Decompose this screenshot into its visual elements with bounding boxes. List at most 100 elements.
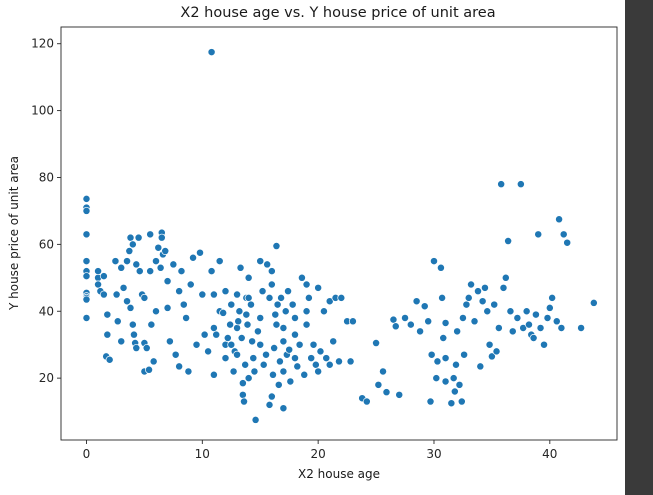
data-point-217 (476, 362, 485, 371)
y-tick-label: 20 (39, 371, 54, 385)
data-point-21 (105, 355, 114, 364)
data-point-62 (169, 260, 178, 269)
data-point-225 (494, 324, 503, 332)
data-point-136 (274, 380, 283, 389)
data-point-58 (161, 247, 170, 256)
data-point-173 (337, 293, 346, 302)
data-point-155 (300, 370, 309, 379)
data-point-119 (256, 340, 265, 349)
data-point-158 (302, 307, 311, 316)
data-point-140 (279, 404, 288, 413)
data-point-200 (441, 377, 450, 386)
data-point-23 (112, 290, 121, 299)
data-point-175 (346, 357, 355, 366)
data-point-244 (545, 303, 554, 312)
data-point-221 (485, 340, 494, 349)
data-point-4 (82, 257, 91, 266)
data-point-232 (513, 313, 522, 322)
data-point-73 (196, 248, 204, 257)
data-point-79 (209, 290, 218, 299)
data-point-75 (200, 330, 209, 339)
data-point-61 (165, 337, 174, 346)
data-point-205 (450, 387, 459, 396)
data-point-30 (125, 247, 134, 256)
data-point-6 (82, 272, 91, 281)
data-point-172 (335, 357, 343, 366)
data-point-114 (249, 354, 258, 363)
data-point-18 (103, 310, 112, 319)
data-point-197 (436, 263, 445, 272)
data-point-63 (171, 350, 180, 359)
data-point-209 (457, 397, 466, 406)
data-point-70 (186, 280, 195, 289)
data-point-28 (123, 257, 131, 266)
data-point-166 (319, 307, 328, 316)
data-point-49 (147, 320, 156, 329)
data-point-139 (279, 337, 288, 346)
y-tick-label: 120 (31, 37, 54, 51)
data-point-142 (279, 324, 288, 332)
data-point-106 (242, 310, 251, 319)
data-point-13 (94, 267, 103, 276)
data-point-201 (441, 354, 450, 363)
data-point-45 (142, 344, 151, 352)
data-point-59 (163, 277, 172, 286)
data-point-162 (311, 360, 320, 369)
data-point-218 (478, 297, 487, 306)
data-point-39 (134, 233, 143, 242)
data-point-150 (291, 354, 299, 363)
data-point-50 (149, 357, 158, 366)
data-point-234 (519, 324, 528, 332)
data-point-35 (130, 330, 138, 339)
data-point-14 (94, 280, 103, 289)
data-point-198 (438, 293, 447, 302)
data-point-163 (314, 283, 323, 292)
data-point-137 (275, 357, 284, 366)
data-point-211 (460, 350, 469, 359)
data-point-183 (389, 315, 398, 324)
data-point-199 (439, 334, 448, 342)
data-point-165 (316, 347, 325, 356)
data-point-226 (497, 180, 506, 189)
data-point-46 (145, 365, 153, 374)
data-point-241 (536, 324, 545, 332)
data-point-24 (113, 317, 122, 326)
data-point-92 (227, 340, 236, 349)
data-point-33 (128, 240, 137, 249)
data-point-60 (163, 303, 172, 312)
data-point-112 (247, 300, 255, 309)
y-tick-label: 80 (39, 170, 54, 184)
data-point-196 (433, 357, 442, 366)
data-point-229 (504, 237, 513, 245)
data-point-124 (263, 260, 272, 269)
data-point-185 (395, 390, 404, 399)
data-point-130 (269, 370, 277, 379)
data-point-191 (424, 317, 433, 326)
data-point-151 (291, 313, 299, 322)
data-point-105 (241, 360, 250, 369)
data-point-110 (244, 293, 253, 302)
data-point-34 (128, 320, 137, 329)
data-point-108 (243, 320, 252, 329)
data-point-89 (223, 334, 232, 342)
data-point-97 (233, 350, 242, 359)
data-point-202 (441, 319, 450, 327)
data-point-195 (432, 374, 441, 383)
data-point-248 (557, 324, 566, 332)
data-point-187 (406, 320, 415, 329)
data-point-53 (154, 243, 163, 252)
data-point-32 (126, 303, 135, 312)
data-point-117 (253, 327, 262, 336)
data-point-25 (117, 263, 126, 272)
data-point-72 (192, 340, 201, 349)
data-point-179 (372, 339, 381, 347)
data-point-246 (552, 317, 561, 326)
right-dark-panel (625, 0, 653, 495)
data-point-161 (309, 340, 318, 349)
data-point-182 (382, 388, 391, 397)
data-point-210 (458, 313, 467, 322)
data-point-160 (307, 354, 316, 363)
data-point-170 (329, 337, 338, 346)
data-point-82 (212, 330, 221, 339)
data-point-190 (420, 302, 429, 311)
